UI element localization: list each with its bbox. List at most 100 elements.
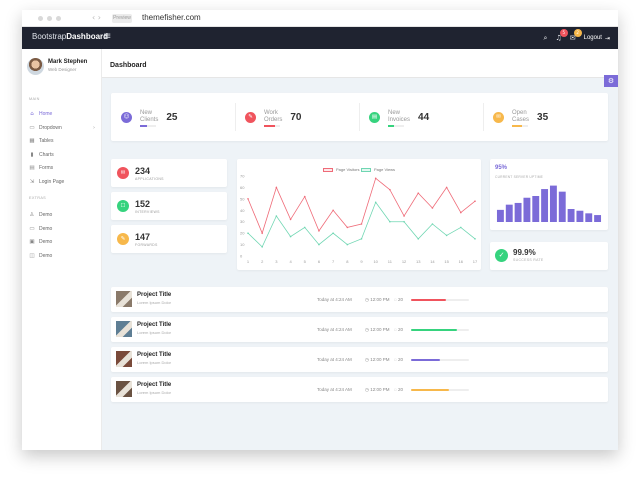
- address-bar[interactable]: themefisher.com: [142, 13, 201, 22]
- data-point[interactable]: [289, 218, 292, 221]
- data-point[interactable]: [332, 232, 334, 234]
- data-point[interactable]: [360, 223, 363, 225]
- uptime-bar[interactable]: [576, 210, 584, 222]
- data-point[interactable]: [403, 215, 405, 217]
- stat-orders[interactable]: ✎ Work Orders 70: [235, 93, 355, 141]
- window-close-dot[interactable]: [38, 16, 43, 21]
- message-badge: 2: [573, 29, 582, 37]
- data-point[interactable]: [247, 198, 249, 200]
- data-point[interactable]: [346, 226, 349, 229]
- sidebar-item-demo[interactable]: ▭ Demo: [22, 223, 101, 235]
- data-point[interactable]: [460, 226, 462, 229]
- settings-gear-icon[interactable]: ⚙: [604, 75, 618, 87]
- brand-logo[interactable]: BootstrapDashboard: [32, 32, 108, 41]
- user-profile[interactable]: Mark Stephen Web Designer: [27, 58, 99, 80]
- bell-icon[interactable]: ♫ 5: [555, 29, 568, 42]
- uptime-bar[interactable]: [558, 191, 566, 222]
- metric-card-forwards[interactable]: ✎ 147 FORWARDS: [111, 225, 227, 253]
- stat-invoices[interactable]: ▤ New Invoices 44: [359, 93, 479, 141]
- data-point[interactable]: [275, 215, 278, 217]
- sidebar-item-charts[interactable]: ▮ Charts: [22, 149, 101, 161]
- data-point[interactable]: [318, 230, 320, 232]
- data-point[interactable]: [261, 246, 263, 248]
- metric-card-interviews[interactable]: ☐ 152 INTERVIEWS: [111, 192, 227, 220]
- envelope-icon[interactable]: ✉ 2: [570, 29, 582, 42]
- uptime-bar[interactable]: [514, 202, 522, 222]
- project-row[interactable]: Project Title Lorem Ipsum Dolor Today at 4…: [111, 377, 608, 402]
- uptime-bar[interactable]: [549, 185, 557, 222]
- project-title[interactable]: Project Title: [137, 322, 172, 328]
- project-row[interactable]: Project Title Lorem Ipsum Dolor Today at 4…: [111, 287, 608, 312]
- sidebar-item-tables[interactable]: ▦ Tables: [22, 135, 101, 147]
- x-tick-label: 6: [318, 259, 321, 264]
- data-point[interactable]: [431, 223, 434, 225]
- data-point[interactable]: [474, 238, 476, 240]
- stat-clients[interactable]: ☺ New Clients 25: [111, 93, 231, 141]
- sidebar-item-login-page[interactable]: ⇲ Login Page: [22, 176, 101, 188]
- search-icon[interactable]: ⌕: [543, 33, 548, 42]
- project-comments[interactable]: ◌ 20: [394, 297, 403, 302]
- data-point[interactable]: [403, 220, 405, 223]
- project-row[interactable]: Project Title Lorem Ipsum Dolor Today at 4…: [111, 317, 608, 342]
- window-minimize-dot[interactable]: [47, 16, 52, 21]
- uptime-bar[interactable]: [594, 215, 602, 222]
- uptime-bar[interactable]: [523, 197, 531, 222]
- menu-toggle-icon[interactable]: ≡: [103, 31, 112, 42]
- legend-item-visitors[interactable]: Page Visitors: [323, 167, 360, 172]
- legend-item-views[interactable]: Page Views: [361, 167, 395, 172]
- uptime-bar[interactable]: [532, 196, 540, 222]
- data-point[interactable]: [247, 232, 249, 234]
- data-point[interactable]: [303, 195, 306, 198]
- success-rate-label: SUCCESS RATE: [513, 258, 544, 262]
- data-point[interactable]: [417, 238, 420, 240]
- stat-cases[interactable]: ✉ Open Cases 35: [483, 93, 603, 141]
- data-point[interactable]: [332, 209, 334, 212]
- data-point[interactable]: [460, 211, 462, 214]
- data-point[interactable]: [360, 238, 363, 240]
- data-point[interactable]: [318, 243, 320, 246]
- window-maximize-dot[interactable]: [56, 16, 61, 21]
- uptime-bar[interactable]: [585, 213, 593, 222]
- project-title[interactable]: Project Title: [137, 352, 172, 358]
- data-point[interactable]: [445, 186, 448, 189]
- project-time: ◷ 12:00 PM: [365, 297, 389, 303]
- sidebar-item-demo[interactable]: ◫ Demo: [22, 250, 101, 262]
- sidebar-item-demo[interactable]: ▣ Demo: [22, 236, 101, 248]
- sidebar-item-home[interactable]: ⌂ Home: [22, 108, 101, 120]
- x-tick-label: 9: [360, 259, 363, 264]
- x-tick-label: 14: [430, 259, 435, 264]
- project-row[interactable]: Project Title Lorem Ipsum Dolor Today at 4…: [111, 347, 608, 372]
- nav-arrows-icon[interactable]: ‹ ›: [92, 13, 101, 22]
- metric-card-applications[interactable]: ✉ 234 APPLICATIONS: [111, 159, 227, 187]
- metric-value: 147: [135, 231, 151, 242]
- sidebar-item-forms[interactable]: ▤ Forms: [22, 162, 101, 174]
- uptime-bar[interactable]: [496, 209, 504, 222]
- data-point[interactable]: [303, 226, 306, 229]
- uptime-bar[interactable]: [567, 209, 575, 222]
- data-point[interactable]: [261, 232, 263, 234]
- data-point[interactable]: [417, 192, 420, 194]
- data-point[interactable]: [445, 234, 448, 237]
- sidebar-item-demo[interactable]: ♙ Demo: [22, 209, 101, 221]
- data-point[interactable]: [389, 220, 391, 223]
- project-title[interactable]: Project Title: [137, 382, 172, 388]
- stat-divider: [235, 103, 236, 131]
- data-point[interactable]: [289, 235, 292, 238]
- data-point[interactable]: [275, 186, 278, 189]
- logout-button[interactable]: Logout ⇥: [584, 35, 610, 42]
- data-point[interactable]: [346, 243, 349, 246]
- uptime-bar[interactable]: [541, 189, 549, 222]
- data-point[interactable]: [389, 188, 391, 191]
- data-point[interactable]: [431, 207, 434, 209]
- project-comments[interactable]: ◌ 20: [394, 357, 403, 362]
- data-point[interactable]: [474, 200, 476, 202]
- project-comments[interactable]: ◌ 20: [394, 387, 403, 392]
- chevron-right-icon: ›: [93, 124, 95, 131]
- data-point[interactable]: [374, 201, 377, 204]
- project-title[interactable]: Project Title: [137, 292, 172, 298]
- uptime-bar[interactable]: [505, 204, 513, 222]
- data-point[interactable]: [374, 177, 377, 180]
- sidebar-item-dropdown[interactable]: ▭ Dropdown ›: [22, 122, 101, 134]
- y-tick-label: 20: [240, 231, 245, 236]
- project-comments[interactable]: ◌ 20: [394, 327, 403, 332]
